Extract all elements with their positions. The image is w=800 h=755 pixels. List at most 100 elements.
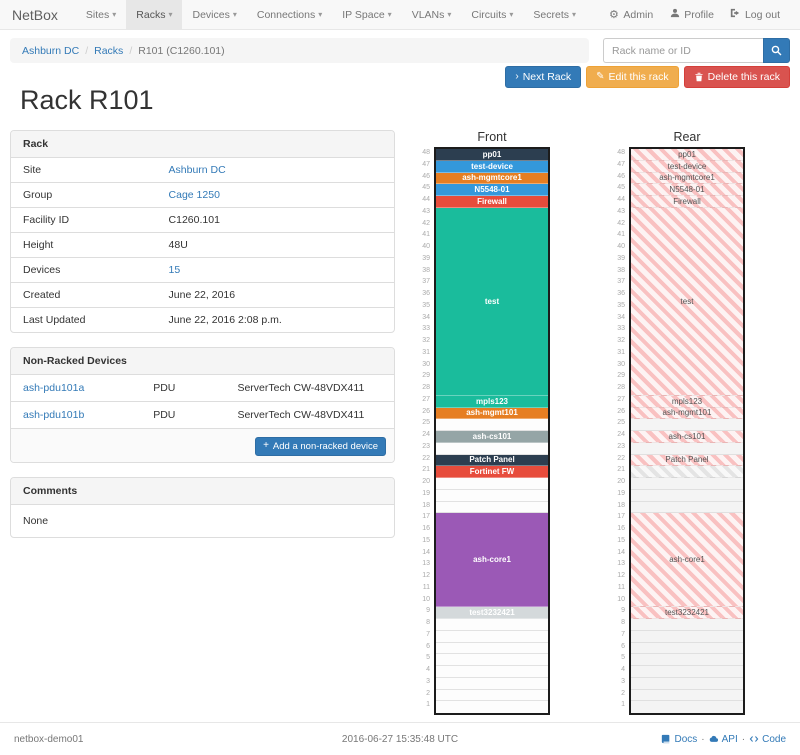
footer-link-api[interactable]: API [709, 734, 738, 745]
rack-actions: › Next Rack ✎ Edit this rack Delete this… [505, 66, 790, 88]
nav-item-sites[interactable]: Sites ▾ [85, 8, 117, 21]
unit-number-label: 38 [422, 266, 430, 274]
rack-unit-device-test3232421[interactable]: test3232421 [436, 607, 548, 619]
nav-item-log-out[interactable]: Log out [722, 0, 788, 29]
rack-unit-device-patch-panel[interactable]: Patch Panel [436, 454, 548, 467]
rack-unit-device-test3232421[interactable]: test3232421 [631, 607, 743, 619]
unit-number-label: 12 [422, 572, 430, 579]
nav-item-racks[interactable]: Racks ▾ [126, 0, 183, 29]
rack-unit-empty [631, 689, 743, 702]
chevron-down-icon: ▾ [387, 10, 392, 19]
attribute-value-link[interactable]: Cage 1250 [168, 189, 220, 201]
rack-unit-empty [631, 677, 743, 690]
rack-unit-device-n5548-01[interactable]: N5548-01 [436, 184, 548, 196]
unit-number-label: 39 [617, 254, 625, 262]
netbox-brand[interactable]: NetBox [12, 6, 58, 23]
rack-unit-device-n5548-01[interactable]: N5548-01 [631, 184, 743, 196]
nav-item-circuits[interactable]: Circuits ▾ [471, 8, 514, 21]
unit-number-label: 1 [621, 701, 625, 709]
unit-number-label: 11 [422, 583, 430, 591]
next-rack-button[interactable]: › Next Rack [505, 66, 582, 88]
breadcrumb-link[interactable]: Ashburn DC [22, 44, 80, 57]
nav-item-vlans[interactable]: VLANs ▾ [411, 8, 452, 21]
unit-number-label: 32 [422, 337, 430, 344]
rack-unit-device-pp01[interactable]: pp01 [436, 149, 548, 161]
device-name-link[interactable]: ash-pdu101a [23, 382, 85, 394]
footer-link-docs[interactable]: Docs [661, 734, 697, 745]
nav-item-secrets[interactable]: Secrets ▾ [533, 8, 577, 21]
unit-number-label: 6 [426, 642, 430, 650]
attribute-value-link[interactable]: 15 [168, 264, 181, 276]
rack-unit-device-fortinet-fw[interactable] [631, 466, 743, 478]
unit-number-label: 28 [422, 384, 430, 391]
rack-unit-device-firewall[interactable]: Firewall [631, 196, 743, 208]
rack-unit-device-ash-core1[interactable]: ash-core1 [631, 513, 743, 608]
rack-unit-device-firewall[interactable]: Firewall [436, 196, 548, 208]
chevron-down-icon: ▾ [112, 10, 117, 19]
chevron-down-icon: ▾ [168, 10, 173, 19]
search-button[interactable] [763, 38, 790, 63]
unit-number-label: 22 [617, 454, 625, 462]
footer-link-code[interactable]: Code [749, 734, 786, 745]
rack-panel-title: Rack [11, 131, 394, 158]
unit-number-label: 25 [617, 419, 625, 427]
rack-unit-empty [436, 677, 548, 690]
rack-unit-device-pp01[interactable]: pp01 [631, 149, 743, 161]
delete-rack-button[interactable]: Delete this rack [683, 66, 790, 88]
unit-number-label: 45 [617, 184, 625, 192]
nav-item-admin[interactable]: ⚙ Admin [608, 8, 654, 21]
rack-unit-empty [436, 442, 548, 455]
non-racked-device-row: ash-pdu101b PDU ServerTech CW-48VDX411 [11, 401, 394, 428]
rack-unit-device-ash-core1[interactable]: ash-core1 [436, 513, 548, 608]
unit-number-label: 8 [621, 619, 625, 626]
rack-unit-empty [436, 666, 548, 678]
rack-unit-empty [436, 489, 548, 502]
unit-number-label: 35 [422, 301, 430, 309]
unit-number-label: 20 [617, 478, 625, 485]
attribute-value-link[interactable]: Ashburn DC [168, 164, 226, 176]
rack-unit-device-ash-mgmtcore1[interactable]: ash-mgmtcore1 [436, 172, 548, 185]
unit-number-label: 15 [617, 536, 625, 544]
unit-number-label: 21 [617, 466, 625, 474]
breadcrumb-row: Ashburn DC / Racks / R101 (C1260.101) [0, 30, 800, 63]
unit-number-label: 29 [617, 372, 625, 380]
unit-number-label: 41 [617, 231, 625, 239]
book-icon [661, 734, 671, 744]
rack-unit-device-mpls123[interactable]: mpls123 [631, 395, 743, 408]
rack-unit-device-mpls123[interactable]: mpls123 [436, 395, 548, 408]
nav-item-devices[interactable]: Devices ▾ [192, 8, 237, 21]
rack-unit-device-ash-cs101[interactable]: ash-cs101 [436, 431, 548, 443]
rack-unit-device-test[interactable]: test [436, 207, 548, 396]
rack-unit-device-test[interactable]: test [631, 207, 743, 396]
unit-number-label: 29 [422, 372, 430, 380]
plus-icon: + [263, 440, 269, 451]
cloud-icon [709, 734, 719, 744]
rack-unit-device-ash-cs101[interactable]: ash-cs101 [631, 431, 743, 443]
breadcrumb-link[interactable]: Racks [94, 44, 124, 57]
rack-unit-device-ash-mgmtcore1[interactable]: ash-mgmtcore1 [631, 172, 743, 185]
rack-unit-device-ash-mgmt101[interactable]: ash-mgmt101 [436, 407, 548, 420]
rack-unit-device-test-device[interactable]: test-device [436, 160, 548, 173]
rack-unit-device-ash-mgmt101[interactable]: ash-mgmt101 [631, 407, 743, 420]
rear-elevation: Rear 48 47 46 45 44 43 42 41 40 39 38 37 36 35 34 33 32 3… [612, 130, 745, 715]
unit-number-label: 24 [617, 431, 625, 438]
edit-rack-button[interactable]: ✎ Edit this rack [586, 66, 679, 88]
nav-item-profile[interactable]: Profile [661, 0, 722, 29]
front-rack-elevation: pp01 test-device ash-mgmtcore1 N5548-01 Fire… [434, 147, 550, 715]
rack-search-input[interactable] [603, 38, 763, 63]
nav-item-connections[interactable]: Connections ▾ [256, 8, 323, 21]
unit-number-label: 19 [617, 489, 625, 497]
rack-unit-device-test-device[interactable]: test-device [631, 160, 743, 173]
rack-unit-device-fortinet-fw[interactable]: Fortinet FW [436, 466, 548, 478]
rack-unit-device-patch-panel[interactable]: Patch Panel [631, 454, 743, 467]
unit-number-label: 2 [426, 689, 430, 697]
add-non-racked-device-button[interactable]: + Add a non-racked device [255, 436, 386, 456]
nav-item-ip-space[interactable]: IP Space ▾ [342, 8, 392, 21]
rack-attribute-row: Last Updated June 22, 2016 2:08 p.m. [11, 307, 394, 332]
unit-number-label: 34 [617, 313, 625, 321]
rack-unit-empty [631, 501, 743, 514]
rack-unit-empty [436, 478, 548, 490]
chevron-right-icon: › [515, 71, 519, 82]
device-name-link[interactable]: ash-pdu101b [23, 409, 85, 421]
footer-link-separator: · [701, 733, 705, 745]
